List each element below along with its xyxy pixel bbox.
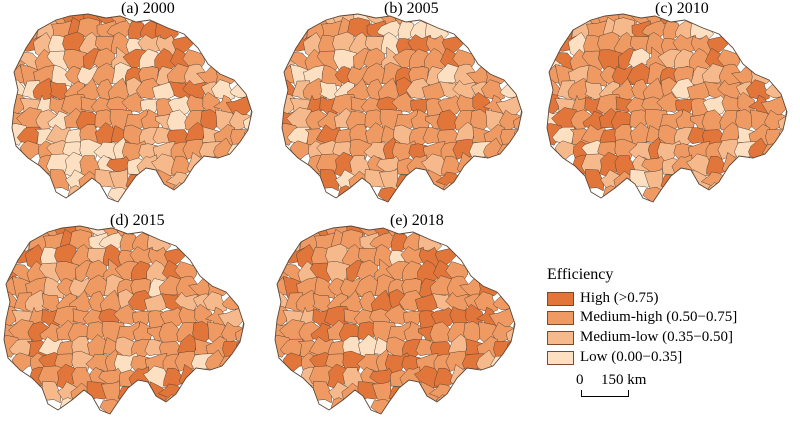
county-region <box>337 185 359 202</box>
county-region <box>369 232 395 252</box>
scale-bar-end-label: 150 km <box>601 372 647 388</box>
panel-title: (b) 2005 <box>384 0 439 17</box>
county-region <box>474 291 498 313</box>
county-region <box>98 367 125 388</box>
county-region <box>376 20 402 40</box>
county-region <box>626 62 653 89</box>
county-region <box>99 399 125 414</box>
county-region <box>762 143 787 164</box>
county-region <box>182 139 205 160</box>
county-region <box>227 143 252 164</box>
county-region <box>219 355 244 376</box>
scale-bar: 0 150 km <box>573 372 683 402</box>
county-region <box>203 291 227 313</box>
county-region <box>717 139 740 160</box>
region-boundary <box>281 13 523 203</box>
county-region <box>642 187 668 202</box>
panel-title: (e) 2018 <box>390 212 444 229</box>
choropleth-map-2010 <box>546 13 788 203</box>
legend-swatch <box>547 331 574 345</box>
county-region <box>107 187 133 202</box>
panel-title: (c) 2010 <box>655 0 709 17</box>
region-boundary <box>11 13 253 203</box>
county-region <box>354 274 381 301</box>
legend-label: Medium-low (0.35−0.50] <box>580 329 734 345</box>
county-region <box>452 139 475 160</box>
legend-swatch <box>547 351 574 365</box>
choropleth-map-2005 <box>281 13 523 203</box>
panel-title: (d) 2015 <box>110 212 165 229</box>
county-region <box>602 185 624 202</box>
scale-bar-line <box>581 390 629 397</box>
county-region <box>445 351 468 372</box>
county-region <box>83 274 110 301</box>
legend-swatch <box>547 292 574 306</box>
county-region <box>376 155 403 176</box>
county-region <box>330 397 352 414</box>
county-region <box>98 232 124 252</box>
county-region <box>67 185 89 202</box>
county-region <box>106 20 132 40</box>
legend-label: High (>0.75) <box>580 290 659 306</box>
county-region <box>91 62 118 89</box>
legend-title: Efficiency <box>547 266 614 283</box>
county-region <box>59 397 81 414</box>
county-region <box>377 187 403 202</box>
choropleth-map-2015 <box>3 225 245 415</box>
choropleth-map-2000 <box>11 13 253 203</box>
county-region <box>497 143 522 164</box>
county-region <box>369 367 396 388</box>
county-region <box>174 351 197 372</box>
county-region <box>641 155 668 176</box>
county-region <box>106 155 133 176</box>
choropleth-map-2018 <box>274 225 516 415</box>
scale-bar-start-label: 0 <box>576 372 584 388</box>
county-region <box>490 355 515 376</box>
region-boundary <box>274 225 516 415</box>
county-region <box>641 20 667 40</box>
legend-label: Medium-high (0.50−0.75] <box>580 309 738 325</box>
county-region <box>370 399 396 414</box>
panel-title: (a) 2000 <box>121 0 175 17</box>
map-legend: Efficiency High (>0.75) Medium-high (0.5… <box>547 266 792 406</box>
county-region <box>361 62 388 89</box>
region-boundary <box>546 13 788 203</box>
county-region <box>746 79 770 101</box>
county-region <box>481 79 505 101</box>
region-boundary <box>3 225 245 415</box>
legend-label: Low (0.00−0.35] <box>580 349 683 365</box>
county-region <box>211 79 235 101</box>
legend-swatch <box>547 311 574 325</box>
